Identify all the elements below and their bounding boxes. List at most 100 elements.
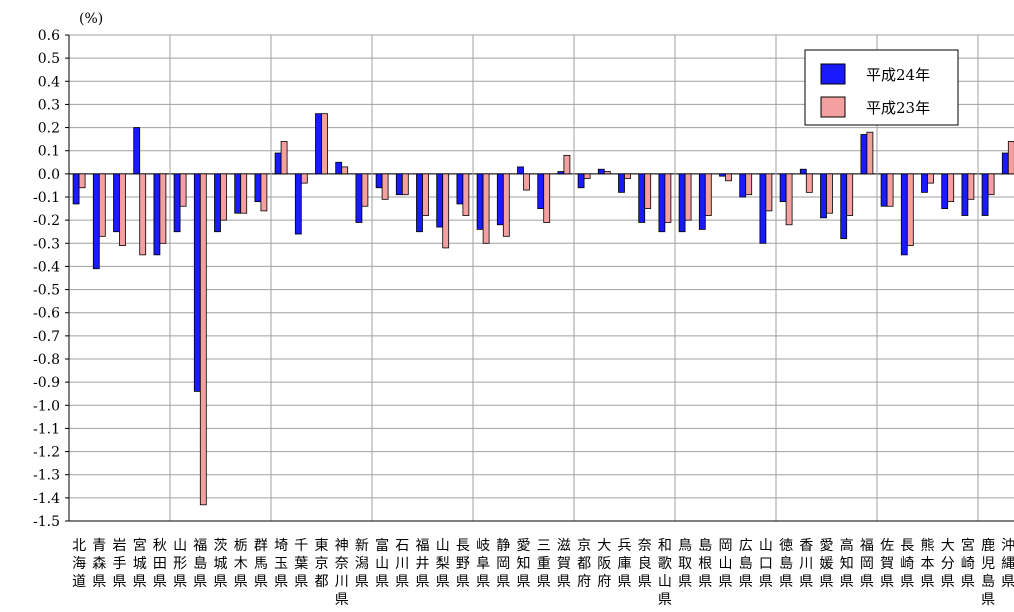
bar-series-1 (476, 173, 484, 230)
x-tick-label: 山形県 (173, 538, 187, 590)
bar-series-1 (153, 173, 161, 256)
bar-series-2 (523, 173, 530, 191)
x-tick-label: 福井県 (416, 538, 430, 590)
x-tick-label: 福岡県 (860, 538, 874, 590)
bar-series-2 (401, 173, 409, 196)
x-tick-label: 神奈川県 (335, 538, 349, 608)
bar-series-2 (906, 173, 914, 247)
x-tick-label: 宮崎県 (961, 538, 975, 590)
bar-series-2 (442, 173, 450, 249)
bar-series-1 (517, 166, 524, 175)
bar-series-1 (537, 173, 545, 209)
x-tick-label: 熊本県 (921, 538, 935, 590)
y-tick-label: -0.6 (33, 306, 60, 322)
bar-series-1 (719, 173, 726, 177)
x-tick-label: 香川県 (799, 538, 813, 590)
bar-series-1 (941, 173, 949, 209)
bar-series-1 (840, 173, 848, 240)
bar-series-2 (967, 173, 975, 200)
x-tick-label: 滋賀県 (557, 538, 571, 590)
bar-series-1 (234, 173, 242, 214)
bar-series-2 (987, 173, 995, 196)
bar-series-2 (644, 173, 652, 209)
bar-series-2 (603, 171, 611, 175)
bar-series-2 (664, 173, 672, 223)
bar-series-2 (482, 173, 490, 244)
bar-series-2 (240, 173, 248, 214)
bar-series-1 (779, 173, 787, 203)
bar-series-2 (78, 173, 86, 189)
x-tick-label: 兵庫県 (618, 538, 632, 590)
bar-series-1 (658, 173, 666, 233)
legend-swatch-series-1 (820, 63, 846, 85)
bar-series-1 (294, 173, 302, 235)
x-tick-label: 和歌山県 (658, 538, 672, 608)
bar-series-2 (321, 113, 328, 175)
x-tick-label: 沖縄県 (1001, 538, 1014, 590)
bar-series-2 (179, 173, 187, 207)
bar-series-1 (274, 152, 282, 175)
x-tick-label: 秋田県 (153, 538, 167, 590)
x-tick-label: 岐阜県 (476, 538, 490, 590)
bar-series-1 (375, 173, 383, 189)
y-tick-label: -0.1 (33, 190, 60, 206)
bar-series-1 (759, 173, 767, 244)
x-tick-label: 長野県 (456, 538, 470, 590)
x-tick-label: 愛知県 (517, 538, 531, 590)
y-tick-label: -0.5 (33, 283, 60, 299)
bar-series-1 (193, 173, 201, 392)
bar-series-2 (927, 173, 934, 184)
bar-series-1 (496, 173, 504, 226)
bar-series-2 (119, 173, 126, 247)
x-tick-label: 愛媛県 (820, 538, 834, 590)
bar-series-1 (900, 173, 908, 256)
bar-series-2 (765, 173, 773, 212)
bar-series-2 (805, 173, 813, 193)
y-tick-label: -1.0 (33, 398, 60, 414)
x-tick-label: 埼玉県 (274, 538, 288, 590)
legend-swatch-series-2 (820, 96, 846, 118)
bar-series-1 (597, 168, 605, 175)
x-tick-label: 島根県 (698, 538, 712, 590)
bar-series-2 (260, 173, 268, 212)
x-tick-label: 群馬県 (254, 538, 268, 590)
x-tick-label: 福島県 (193, 538, 207, 590)
bar-series-2 (624, 173, 631, 179)
x-tick-label: 三重県 (537, 538, 551, 590)
bar-series-2 (947, 173, 955, 203)
bar-series-1 (921, 173, 928, 193)
bar-series-2 (139, 173, 147, 256)
bar-series-2 (745, 173, 753, 196)
x-tick-label: 鹿児島県 (981, 537, 995, 608)
bar-series-2 (159, 173, 167, 244)
bar-series-1 (577, 173, 585, 189)
x-tick-label: 青森県 (92, 538, 106, 590)
bar-series-1 (860, 134, 868, 175)
bar-series-2 (704, 173, 712, 216)
y-tick-label: -0.4 (33, 259, 60, 275)
x-tick-label: 京都府 (577, 538, 591, 590)
bar-series-2 (280, 141, 288, 175)
bar-series-2 (866, 131, 874, 175)
x-tick-label: 大阪府 (597, 538, 611, 590)
y-tick-label: -0.3 (33, 236, 60, 252)
bar-series-1 (698, 173, 706, 230)
y-tick-label: -0.9 (33, 375, 60, 391)
bar-series-2 (826, 173, 833, 214)
y-tick-label: 0.6 (38, 28, 60, 44)
bar-series-2 (785, 173, 793, 226)
x-tick-label: 高知県 (840, 537, 854, 590)
bar-series-1 (395, 173, 403, 196)
bar-series-1 (113, 173, 120, 233)
x-tick-label: 長崎県 (900, 538, 914, 590)
y-axis-unit-label: (%) (79, 11, 103, 27)
bar-series-1 (739, 173, 747, 198)
y-tick-label: -1.1 (33, 421, 60, 437)
bar-series-1 (254, 173, 262, 203)
bar-series-1 (618, 173, 625, 193)
x-tick-label: 奈良県 (638, 538, 652, 590)
bar-series-2 (361, 173, 369, 207)
bar-series-1 (981, 173, 989, 216)
x-tick-label: 栃木県 (234, 538, 248, 590)
